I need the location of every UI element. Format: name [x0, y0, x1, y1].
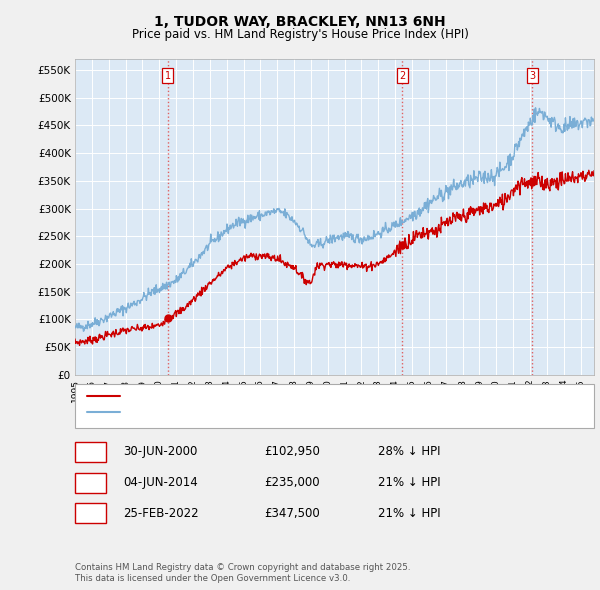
Text: Contains HM Land Registry data © Crown copyright and database right 2025.
This d: Contains HM Land Registry data © Crown c… [75, 563, 410, 583]
Text: 21% ↓ HPI: 21% ↓ HPI [378, 476, 440, 489]
Text: 3: 3 [87, 507, 94, 520]
Text: HPI: Average price, detached house, West Northamptonshire: HPI: Average price, detached house, West… [126, 407, 443, 417]
Text: 04-JUN-2014: 04-JUN-2014 [123, 476, 198, 489]
Text: 25-FEB-2022: 25-FEB-2022 [123, 507, 199, 520]
Text: 1, TUDOR WAY, BRACKLEY, NN13 6NH: 1, TUDOR WAY, BRACKLEY, NN13 6NH [154, 15, 446, 29]
Text: £102,950: £102,950 [264, 445, 320, 458]
Text: £347,500: £347,500 [264, 507, 320, 520]
Text: 1: 1 [87, 445, 94, 458]
Text: 28% ↓ HPI: 28% ↓ HPI [378, 445, 440, 458]
Text: 21% ↓ HPI: 21% ↓ HPI [378, 507, 440, 520]
Text: £235,000: £235,000 [264, 476, 320, 489]
Text: Price paid vs. HM Land Registry's House Price Index (HPI): Price paid vs. HM Land Registry's House … [131, 28, 469, 41]
Text: 1, TUDOR WAY, BRACKLEY, NN13 6NH (detached house): 1, TUDOR WAY, BRACKLEY, NN13 6NH (detach… [126, 392, 418, 401]
Text: 30-JUN-2000: 30-JUN-2000 [123, 445, 197, 458]
Text: 2: 2 [87, 476, 94, 489]
Text: 3: 3 [529, 71, 536, 81]
Text: 1: 1 [164, 71, 171, 81]
Text: 2: 2 [399, 71, 406, 81]
